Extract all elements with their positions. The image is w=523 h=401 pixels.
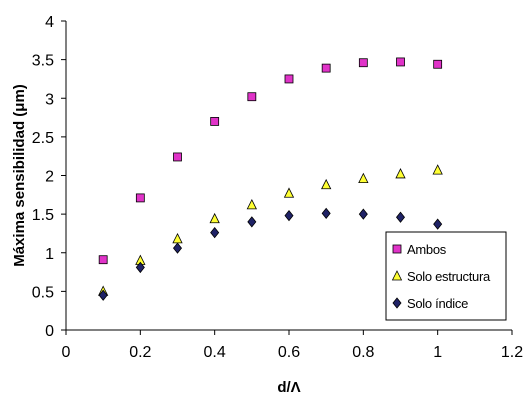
series-diamond [98,207,443,301]
data-point-square [135,193,145,203]
data-point-diamond [135,261,145,274]
data-point-square [358,58,368,68]
data-point-square [321,63,331,73]
y-tick-label: 3.5 [32,53,54,70]
legend-marker-diamond [392,297,402,309]
y-tick-label: 0.5 [32,284,54,301]
data-point-square [98,255,108,265]
data-point-triangle [395,168,406,179]
data-point-diamond [210,227,220,239]
y-tick-label: 2 [45,169,54,186]
data-point-triangle [246,198,257,210]
data-point-diamond [98,289,108,301]
data-point-diamond [284,210,294,222]
data-point-square [173,152,182,162]
data-point-diamond [247,216,257,228]
x-tick-label: 0 [62,344,71,361]
data-point-square [247,92,257,102]
y-tick-label: 4 [45,14,54,31]
y-tick-label: 1.5 [32,207,54,224]
data-point-triangle [283,187,295,198]
y-tick-label: 1 [45,246,54,263]
data-point-triangle [432,164,443,175]
legend-marker-square [392,244,402,254]
x-tick-label: 0.6 [278,344,300,361]
x-tick-label: 0.2 [129,344,151,361]
data-point-diamond [321,207,331,219]
series-square [98,57,443,265]
legend-marker-triangle [391,270,403,281]
legend-label: Solo estructura [407,269,491,284]
y-tick-label: 0 [45,323,54,340]
data-point-square [210,117,220,126]
y-tick-label: 3 [45,91,54,108]
data-point-diamond [433,218,443,230]
y-tick-labels: 0 0.5 1 1.5 2 2.5 3 3.5 4 [32,14,66,340]
x-tick-labels: 0 0.2 0.4 0.6 0.8 1 1.2 [62,330,523,361]
y-tick-label: 2.5 [32,130,54,147]
data-point-diamond [172,242,183,254]
data-point-triangle [172,232,183,244]
legend: Ambos Solo estructura Solo índice [385,231,507,321]
legend-label: Ambos [407,242,447,257]
x-tick-label: 1.2 [501,344,523,361]
data-point-square [433,59,443,69]
legend-box [385,231,507,321]
x-tick-label: 0.4 [204,344,226,361]
legend-label: Solo índice [407,296,468,311]
x-tick-label: 0.8 [352,344,374,361]
data-point-triangle [358,172,369,183]
data-points [98,57,443,301]
data-point-diamond [358,208,368,220]
data-point-square [284,74,294,84]
data-point-diamond [395,211,406,223]
y-axis-title: Máxima sensibilidad (μm) [11,84,28,267]
data-point-square [396,57,405,67]
data-point-triangle [321,178,332,190]
series-triangle [98,164,443,296]
x-tick-label: 1 [433,344,442,361]
data-point-triangle [209,212,220,224]
x-axis-title: d/Λ [277,379,300,396]
